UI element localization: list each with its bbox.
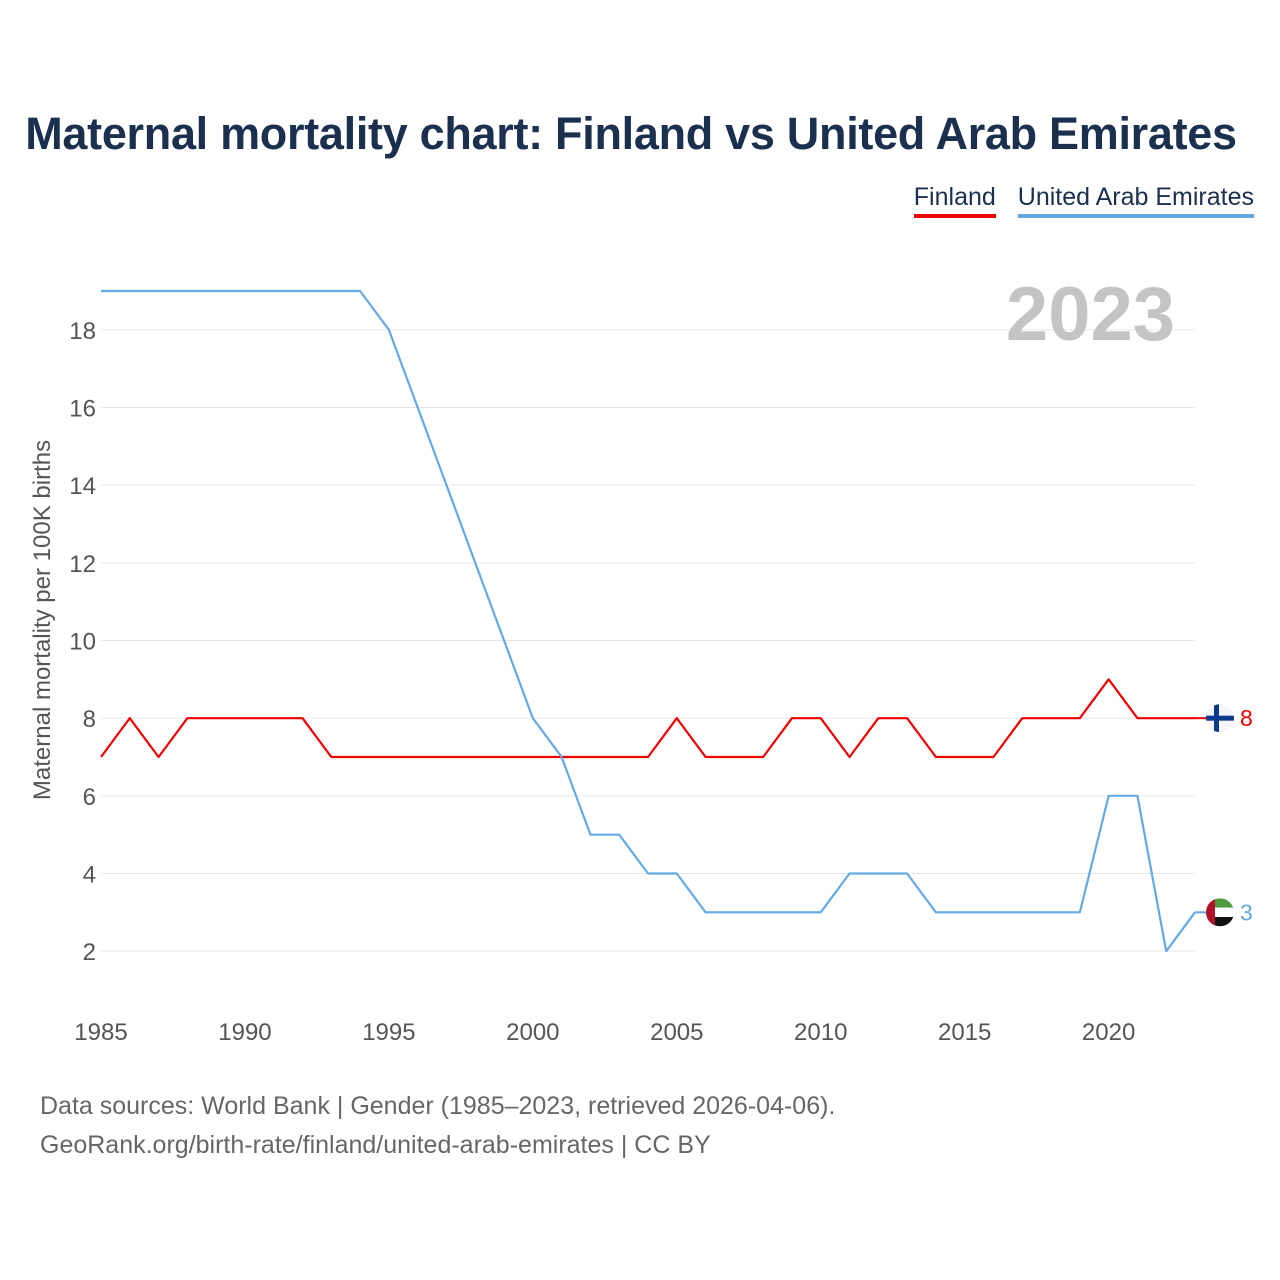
footer-sources: Data sources: World Bank | Gender (1985–… [40, 1092, 836, 1120]
x-tick-label: 2000 [506, 1019, 559, 1046]
uae-flag-icon [1206, 898, 1234, 927]
y-tick-label: 6 [83, 784, 96, 811]
legend-item-united-arab-emirates[interactable]: United Arab Emirates [1017, 183, 1254, 218]
y-axis-ticks: 2 4 6 8 10 12 14 16 18 [69, 318, 96, 966]
end-markers: 83 [1206, 704, 1253, 927]
finland-flag-icon [1206, 704, 1234, 733]
y-tick-label: 10 [69, 629, 96, 656]
x-tick-label: 2020 [1082, 1019, 1135, 1046]
series-line-finland [100, 678, 1195, 759]
y-tick-label: 14 [69, 473, 96, 500]
y-axis-label: Maternal mortality per 100K births [29, 440, 56, 800]
legend-item-finland[interactable]: Finland [913, 183, 996, 218]
end-value-label: 8 [1240, 705, 1253, 731]
footer-link[interactable]: GeoRank.org/birth-rate/finland/united-ar… [40, 1131, 711, 1159]
x-tick-label: 1990 [218, 1019, 271, 1046]
x-tick-label: 1995 [362, 1019, 415, 1046]
x-tick-label: 2005 [650, 1019, 703, 1046]
series-line-united-arab-emirates [101, 289, 1196, 953]
gridlines [101, 329, 1195, 952]
legend: Finland United Arab Emirates [913, 183, 1254, 218]
y-tick-label: 18 [69, 318, 96, 345]
series-lines [100, 289, 1206, 953]
y-tick-label: 4 [83, 862, 96, 889]
x-tick-label: 1985 [74, 1019, 127, 1046]
x-tick-label: 2015 [938, 1019, 991, 1046]
footer: Data sources: World Bank | Gender (1985–… [40, 1087, 835, 1165]
y-tick-label: 8 [83, 706, 96, 733]
year-label: 2023 [1006, 272, 1175, 357]
chart-title: Maternal mortality chart: Finland vs Uni… [25, 108, 1237, 159]
x-tick-label: 2010 [794, 1019, 847, 1046]
y-tick-label: 2 [83, 939, 96, 966]
x-axis-ticks: 1985 1990 1995 2000 2005 2010 2015 2020 [74, 1019, 1135, 1046]
y-tick-label: 12 [69, 551, 96, 578]
y-tick-label: 16 [69, 396, 96, 423]
end-value-label: 3 [1240, 899, 1253, 925]
